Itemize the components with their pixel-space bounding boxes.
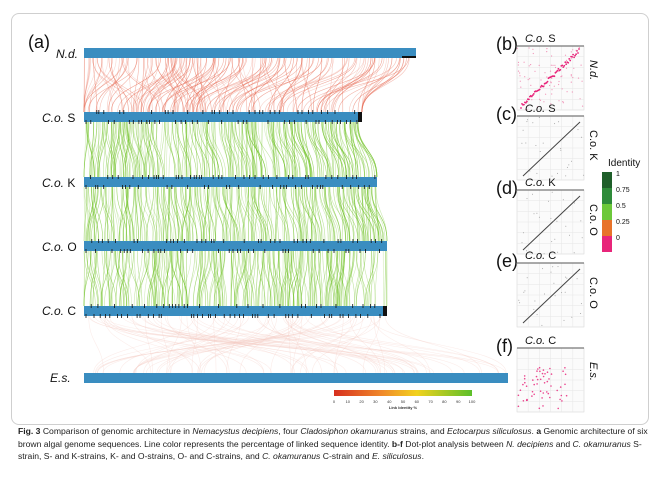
identity-tick: 0.75 bbox=[616, 187, 630, 194]
chromosome-bars bbox=[84, 48, 508, 383]
chromosome-bar-cok bbox=[84, 175, 377, 189]
identity-swatch bbox=[602, 236, 612, 252]
scale-tick: 50 bbox=[401, 399, 406, 404]
identity-legend-title: Identity bbox=[608, 158, 640, 169]
scale-tick: 20 bbox=[359, 399, 364, 404]
links-cos-cok bbox=[83, 121, 378, 178]
links-nd-cos bbox=[83, 57, 410, 113]
panel-a-letter: (a) bbox=[28, 32, 50, 52]
dotplot-top-label: C.o. S bbox=[525, 33, 556, 45]
scale-tick: 70 bbox=[428, 399, 433, 404]
scale-tick: 10 bbox=[346, 399, 351, 404]
dotplot-letter: (e) bbox=[496, 251, 518, 271]
dotplot-c: (c) C.o. S C.o. K bbox=[496, 103, 599, 181]
chromosome-bar-coc bbox=[84, 304, 387, 318]
genome-label-coo: C.o. O bbox=[42, 240, 77, 254]
scale-tick: 40 bbox=[387, 399, 392, 404]
figure-svg: (a) N.d. C.o. S C.o. K C.o. O C.o. C E.s… bbox=[28, 32, 640, 413]
identity-tick: 1 bbox=[616, 171, 620, 178]
chromosome-bar-nd bbox=[84, 48, 416, 58]
chromosome-bar-es bbox=[84, 373, 508, 383]
links-cok-coo bbox=[83, 186, 388, 242]
scale-gradient bbox=[334, 390, 472, 396]
identity-swatch bbox=[602, 220, 612, 236]
identity-swatch bbox=[602, 172, 612, 188]
dotplot-b: (b) C.o. S N.d. bbox=[496, 33, 599, 111]
scale-label: Link Identity % bbox=[389, 405, 418, 410]
dotplot-e: (e) C.o. C C.o. O bbox=[496, 250, 599, 328]
link-identity-scale: 0 10 20 30 40 50 60 70 80 90 100 Link Identity % bbox=[333, 390, 476, 410]
identity-swatch bbox=[602, 204, 612, 220]
identity-tick: 0.25 bbox=[616, 219, 630, 226]
dotplot-letter: (f) bbox=[496, 336, 513, 356]
dotplot-top-label: C.o. S bbox=[525, 103, 556, 115]
links-coc-es bbox=[88, 315, 507, 374]
identity-swatch bbox=[602, 188, 612, 204]
dotplot-letter: (d) bbox=[496, 178, 518, 198]
dotplot-side-label: N.d. bbox=[587, 60, 599, 80]
dotplot-d: (d) C.o. K C.o. O bbox=[496, 177, 599, 255]
genome-label-cok: C.o. K bbox=[42, 176, 75, 190]
scale-tick: 60 bbox=[415, 399, 420, 404]
scale-tick: 80 bbox=[442, 399, 447, 404]
genome-label-coc: C.o. C bbox=[42, 304, 76, 318]
identity-tick: 0 bbox=[616, 235, 620, 242]
genome-label-cos: C.o. S bbox=[42, 111, 75, 125]
genome-label-es: E.s. bbox=[50, 371, 71, 385]
identity-tick: 0.5 bbox=[616, 203, 626, 210]
dotplots: (b) C.o. S N.d. (c) C.o. S C.o. K (d) C.o. K C.o… bbox=[496, 33, 599, 413]
links-coo-coc bbox=[83, 250, 388, 307]
dotplot-side-label: C.o. O bbox=[587, 277, 599, 309]
dotplot-top-label: C.o. K bbox=[525, 177, 556, 189]
scale-tick: 30 bbox=[373, 399, 378, 404]
dotplot-f: (f) C.o. C E.s. bbox=[496, 335, 599, 413]
dotplot-letter: (c) bbox=[496, 104, 517, 124]
identity-legend: Identity 1 0.75 0.5 0.25 0 bbox=[602, 158, 640, 252]
scale-tick: 100 bbox=[469, 399, 476, 404]
dotplot-side-label: C.o. K bbox=[587, 130, 599, 161]
figure-caption: Fig. 3 Comparison of genomic architectur… bbox=[18, 426, 648, 461]
scale-tick: 90 bbox=[456, 399, 461, 404]
dotplot-top-label: C.o. C bbox=[525, 250, 556, 262]
dotplot-side-label: E.s. bbox=[587, 362, 599, 381]
figure-panel: (a) N.d. C.o. S C.o. K C.o. O C.o. C E.s… bbox=[11, 13, 649, 425]
synteny-links bbox=[83, 57, 507, 374]
genome-label-nd: N.d. bbox=[56, 47, 78, 61]
dotplot-side-label: C.o. O bbox=[587, 204, 599, 236]
caption-fig-label: Fig. 3 bbox=[18, 426, 41, 436]
dotplot-top-label: C.o. C bbox=[525, 335, 556, 347]
scale-tick: 0 bbox=[333, 399, 336, 404]
dotplot-letter: (b) bbox=[496, 34, 518, 54]
chromosome-bar-coo bbox=[84, 239, 387, 253]
chromosome-bar-cos bbox=[84, 110, 362, 124]
